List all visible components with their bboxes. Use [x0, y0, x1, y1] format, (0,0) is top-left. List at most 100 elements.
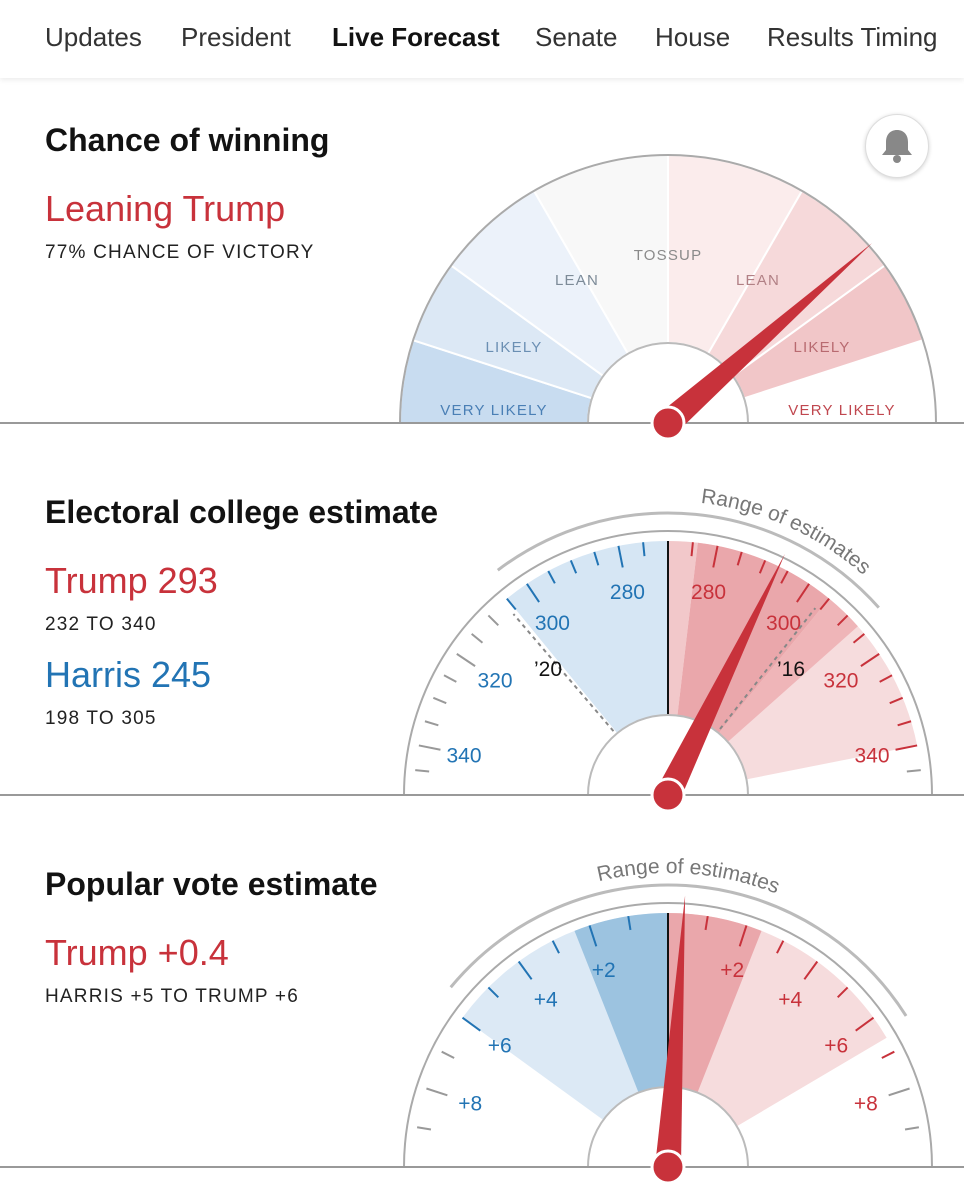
popular-needle — [655, 895, 686, 1168]
tab-president[interactable]: President — [181, 22, 291, 52]
electoral-tick-right — [758, 559, 767, 574]
popular-tick-right — [776, 940, 785, 954]
electoral-tick-label-left-2: 300 — [535, 612, 570, 635]
tab-house[interactable]: House — [655, 22, 731, 52]
popular-title: Popular vote estimate — [45, 866, 378, 902]
electoral-tick-right — [879, 674, 893, 683]
electoral-tick-label-left-3: 280 — [610, 581, 645, 604]
electoral-tick-label-right-2: 320 — [823, 669, 858, 692]
electoral-tick-right — [796, 583, 810, 603]
popular-tick-label-left-2: +4 — [534, 989, 558, 1012]
popular-tick-left — [426, 1087, 448, 1097]
chance-zone-label-5: LIKELY — [794, 339, 851, 356]
electoral-gauge-hub-arc — [587, 714, 749, 796]
electoral-tick-right — [736, 551, 743, 566]
electoral-range-arc — [496, 511, 880, 609]
electoral-tick-right — [897, 720, 912, 727]
popular-tick-left — [461, 1016, 481, 1032]
electoral-tick-label-right-1: 300 — [766, 612, 801, 635]
electoral-harris-label: Harris 245 — [45, 654, 212, 695]
electoral-tick-label-right-3: 340 — [854, 744, 889, 767]
popular-tick-label-left-0: +8 — [458, 1093, 482, 1116]
electoral-2020-line — [512, 613, 615, 732]
electoral-tick-right — [712, 545, 719, 568]
bell-icon — [882, 130, 912, 163]
electoral-tick-left — [432, 696, 447, 705]
electoral-tick-label-left-0: 340 — [446, 744, 481, 767]
chance-zone-label-2: LEAN — [555, 272, 599, 289]
electoral-tick-left — [471, 633, 484, 644]
electoral-trump-near-band — [668, 541, 698, 716]
electoral-tick-right — [889, 696, 904, 705]
popular-range-arc — [449, 883, 908, 1017]
electoral-title: Electoral college estimate — [45, 494, 439, 530]
popular-tick-label-left-1: +6 — [488, 1035, 512, 1058]
tab-senate[interactable]: Senate — [535, 22, 618, 52]
electoral-needle — [656, 553, 785, 801]
electoral-tick-label-left-1: 320 — [478, 669, 513, 692]
popular-tick-left — [551, 940, 560, 954]
chance-gauge: VERY LIKELY LIKELY LEAN TOSSUP LEAN LIKELY VER… — [0, 153, 964, 441]
electoral-gauge-outline — [403, 530, 933, 796]
section-nav: Updates President Live Forecast Senate H… — [0, 0, 964, 78]
popular-range-label: Range of estimates — [595, 855, 783, 898]
chance-subline: 77% CHANCE OF VICTORY — [45, 242, 315, 263]
electoral-needle-hub — [650, 777, 686, 813]
electoral-tick-left — [526, 583, 540, 603]
electoral-tick-left — [617, 545, 624, 568]
electoral-trump-label: Trump 293 — [45, 560, 218, 601]
popular-tick-label-right-1: +4 — [778, 989, 802, 1012]
popular-tick-left — [441, 1050, 455, 1059]
popular-trump-core — [668, 913, 762, 1093]
popular-tick-right — [888, 1087, 910, 1097]
popular-tick-right — [704, 915, 709, 931]
electoral-tick-right — [836, 614, 849, 627]
chance-zone-label-6: VERY LIKELY — [788, 402, 895, 419]
chance-zone-label-4: LEAN — [736, 272, 780, 289]
electoral-tick-left — [506, 598, 517, 611]
tab-live-forecast[interactable]: Live Forecast — [332, 22, 500, 52]
notification-bell-button[interactable] — [865, 114, 929, 178]
popular-tick-left — [588, 925, 598, 947]
electoral-marker-2016: ’16 — [777, 658, 805, 681]
popular-tick-label-left-3: +2 — [592, 959, 616, 982]
popular-gauge-outline — [403, 902, 933, 1168]
electoral-tick-left — [642, 542, 646, 557]
electoral-tick-left — [418, 744, 441, 751]
popular-tick-label-right-2: +6 — [824, 1035, 848, 1058]
popular-headline: Trump +0.4 — [45, 932, 229, 973]
electoral-tick-left — [547, 570, 556, 584]
chance-zone-label-1: LIKELY — [486, 339, 543, 356]
electoral-2016-line — [719, 607, 817, 730]
chance-gauge-outline — [399, 154, 937, 424]
electoral-harris-band — [506, 541, 668, 734]
electoral-tick-right — [690, 542, 694, 557]
electoral-tick-right — [780, 570, 789, 584]
popular-gauge: Range of estimates +8 +6 +4 +2 +2 +4 +6 +8 — [0, 855, 964, 1185]
electoral-trump-range: 232 TO 340 — [45, 614, 157, 635]
popular-tick-right — [803, 960, 819, 980]
chance-headline: Leaning Trump — [45, 188, 286, 229]
chance-needle — [659, 243, 873, 433]
electoral-tick-right — [819, 598, 830, 611]
popular-harris-core — [574, 913, 668, 1093]
electoral-tick-left — [456, 653, 476, 667]
popular-tick-left — [416, 1126, 432, 1131]
popular-tick-left — [627, 915, 632, 931]
electoral-tick-left — [487, 614, 500, 627]
tab-updates[interactable]: Updates — [45, 22, 142, 52]
popular-tick-right — [881, 1050, 895, 1059]
popular-tick-right — [855, 1016, 875, 1032]
chance-zone-label-0: VERY LIKELY — [440, 402, 547, 419]
chance-needle-hub — [650, 405, 686, 441]
popular-tick-right — [836, 986, 849, 999]
popular-needle-hub — [650, 1149, 686, 1185]
popular-tick-left — [517, 960, 533, 980]
electoral-tick-right — [852, 633, 865, 644]
popular-tick-label-right-0: +2 — [720, 959, 744, 982]
electoral-marker-2020: ’20 — [534, 658, 562, 681]
popular-tick-label-right-3: +8 — [854, 1093, 878, 1116]
electoral-tick-right — [860, 653, 880, 667]
tab-results-timing[interactable]: Results Timing — [767, 22, 938, 52]
